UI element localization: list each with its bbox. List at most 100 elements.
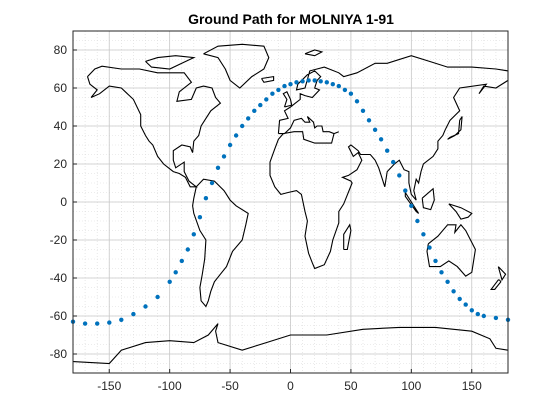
y-tick-label: -20 xyxy=(50,233,68,247)
y-tick-label: -60 xyxy=(50,309,68,323)
x-tick-label: 0 xyxy=(287,379,294,393)
y-axis-ticks: -80 -60 -40 -20 0 20 40 60 80 xyxy=(50,43,77,361)
svalbard-coast xyxy=(304,49,324,57)
track-point xyxy=(240,123,245,129)
borneo-coast xyxy=(421,187,435,211)
y-tick-label: 0 xyxy=(60,195,67,209)
greenland-coast xyxy=(203,43,270,89)
world-coastlines xyxy=(72,43,509,365)
eurasia-africa-coast xyxy=(269,55,509,270)
y-tick-label: 80 xyxy=(54,43,68,57)
track-point xyxy=(306,78,311,83)
track-point xyxy=(457,296,462,302)
track-point xyxy=(252,108,257,114)
y-tick-label: 20 xyxy=(54,157,68,171)
new-guinea-coast xyxy=(448,203,473,220)
track-point xyxy=(354,99,360,104)
track-point xyxy=(391,159,396,165)
track-point xyxy=(318,79,323,84)
track-point xyxy=(312,78,317,83)
new-zealand-north xyxy=(497,266,507,282)
x-tick-label: 100 xyxy=(401,379,421,393)
antarctica-coast xyxy=(72,323,509,365)
track-point xyxy=(294,80,299,85)
track-point xyxy=(203,196,209,201)
track-point xyxy=(95,321,100,326)
track-point xyxy=(197,215,203,220)
track-point xyxy=(378,137,384,142)
track-point xyxy=(282,83,287,89)
iceland-coast xyxy=(261,75,275,83)
track-point xyxy=(415,218,420,224)
track-point xyxy=(258,102,263,108)
new-zealand-south xyxy=(489,279,502,290)
track-point xyxy=(481,313,486,319)
africa-mediterranean-gap xyxy=(333,131,340,135)
track-point xyxy=(167,279,172,284)
major-grid xyxy=(73,31,508,373)
track-point xyxy=(403,188,408,193)
y-tick-label: -40 xyxy=(50,271,68,285)
track-point xyxy=(246,116,251,121)
track-point xyxy=(475,311,480,317)
track-point xyxy=(179,258,184,264)
track-point xyxy=(372,127,378,132)
track-point xyxy=(185,247,190,252)
ground-track-series xyxy=(70,78,511,326)
track-point xyxy=(409,203,414,208)
x-tick-label: 150 xyxy=(462,379,482,393)
track-point xyxy=(385,148,390,153)
madagascar-coast xyxy=(343,223,352,251)
track-point xyxy=(209,180,215,186)
y-tick-label: 40 xyxy=(54,119,68,133)
track-point xyxy=(143,304,148,309)
track-point xyxy=(107,320,112,325)
track-point xyxy=(191,232,196,237)
x-tick-label: -50 xyxy=(221,379,239,393)
track-point xyxy=(221,154,227,159)
x-tick-label: 50 xyxy=(344,379,358,393)
japan-coast xyxy=(447,116,463,140)
track-point xyxy=(264,97,269,102)
sumatra-coast xyxy=(404,192,420,214)
track-point xyxy=(215,165,221,170)
track-point xyxy=(360,108,366,114)
x-tick-label: -150 xyxy=(97,379,121,393)
track-point xyxy=(366,118,372,123)
track-point xyxy=(155,294,160,300)
south-america-coast xyxy=(192,178,249,308)
track-point xyxy=(173,270,178,275)
track-point xyxy=(288,82,293,87)
track-point xyxy=(397,173,402,178)
track-point xyxy=(421,232,426,237)
plot-area: -150 -100 -50 0 50 100 150 -80 -60 -40 -20 0 20 40 60… xyxy=(50,30,511,393)
track-point xyxy=(451,289,456,294)
track-point xyxy=(463,302,468,307)
track-point xyxy=(227,142,233,148)
track-point xyxy=(270,91,275,96)
uk-coast xyxy=(282,91,293,108)
track-point xyxy=(82,321,88,326)
track-point xyxy=(300,79,305,84)
track-point xyxy=(119,317,124,322)
track-point xyxy=(439,270,444,275)
y-tick-label: -80 xyxy=(50,347,68,361)
north-america-coast xyxy=(86,65,222,188)
y-tick-label: 60 xyxy=(54,81,68,95)
track-point xyxy=(469,308,474,313)
track-point xyxy=(433,258,438,264)
track-point xyxy=(233,133,239,138)
track-point xyxy=(348,91,354,96)
track-point xyxy=(342,87,348,93)
chart-title: Ground Path for MOLNIYA 1-91 xyxy=(188,11,394,27)
x-tick-label: -100 xyxy=(158,379,182,393)
track-point xyxy=(336,83,341,89)
x-axis-ticks: -150 -100 -50 0 50 100 150 xyxy=(97,369,482,393)
track-point xyxy=(324,80,329,85)
australia-coast xyxy=(426,223,476,277)
track-point xyxy=(330,82,335,87)
track-point xyxy=(276,87,281,93)
track-point xyxy=(445,279,450,284)
track-point xyxy=(427,245,432,250)
